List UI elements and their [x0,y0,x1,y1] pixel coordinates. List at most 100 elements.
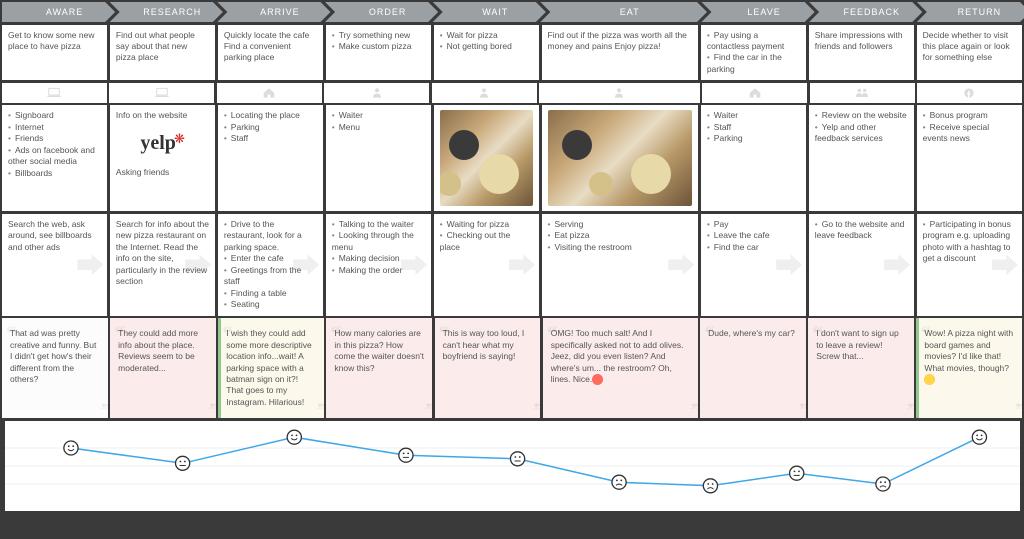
stage-order: ORDER [325,2,438,22]
list-item: Parking [224,122,317,133]
list-item: Billboards [8,168,101,179]
journey-map: AWARE RESEARCH ARRIVE ORDER WAIT EAT LEA… [0,0,1024,513]
quote-text: OMG! Too much salt! And I specifically a… [551,328,684,384]
goal-arrive: Quickly locate the cafe Find a convenien… [218,25,323,81]
act-leave: Pay Leave the cafe Find the car [701,214,806,316]
list-item: Staff [224,133,317,144]
icon-row [2,83,1022,103]
list-item: Looking through the menu [332,230,425,253]
list-item: Make custom pizza [332,41,425,52]
act-feedback: Go to the website and leave feedback [809,214,914,316]
stage-aware: AWARE [2,2,115,22]
list-item: Eat pizza [548,230,693,241]
list-item: Menu [332,122,425,133]
list-item: Leave the cafe [707,230,800,241]
goal-research: Find out what people say about that new … [110,25,215,81]
act-eat: Serving Eat pizza Visiting the restroom [542,214,699,316]
list-item: Finding a table [224,288,317,299]
stage-arrive: ARRIVE [217,2,330,22]
quote-eat: OMG! Too much salt! And I specifically a… [543,318,698,418]
quote-order: How many calories are in this pizza? How… [326,318,432,418]
list-item: Review on the website [815,110,908,121]
list-item: Enter the cafe [224,253,317,264]
stage-header-row: AWARE RESEARCH ARRIVE ORDER WAIT EAT LEA… [2,2,1022,22]
cool-emoji-icon [924,374,935,385]
list-item: Making the order [332,265,425,276]
home-icon [217,83,322,103]
list-item: Signboard [8,110,101,121]
person-icon [324,83,429,103]
act-research: Search for info about the new pizza rest… [110,214,215,316]
act-return: Participating in bonus program e.g. uplo… [917,214,1022,316]
tp-research: Info on the website yelp❋ Asking friends [110,105,215,211]
goal-aware: Get to know some new place to have pizza [2,25,107,81]
list-item: Checking out the place [440,230,533,253]
goal-wait: Wait for pizza Not getting bored [434,25,539,81]
list-item: Pay using a contactless payment [707,30,800,53]
quote-leave: Dude, where's my car? [700,318,806,418]
list-item: Seating [224,299,317,310]
quote-return: Wow! A pizza night with board games and … [916,318,1022,418]
list-item: Wait for pizza [440,30,533,41]
tp-eat [542,105,699,211]
list-item: Greetings from the staff [224,265,317,288]
act-wait: Waiting for pizza Checking out the place [434,214,539,316]
angry-emoji-icon [592,374,603,385]
tp-wait [434,105,539,211]
goal-order: Try something new Make custom pizza [326,25,431,81]
tp-aware: Signboard Internet Friends Ads on facebo… [2,105,107,211]
quote-aware: That ad was pretty creative and funny. B… [2,318,108,418]
list-item: Waiter [707,110,800,121]
goal-leave: Pay using a contactless payment Find the… [701,25,806,81]
pizza-photo [548,110,693,206]
list-item: Internet [8,122,101,133]
actions-row: Search the web, ask around, see billboar… [2,214,1022,316]
quotes-row: That ad was pretty creative and funny. B… [2,318,1022,418]
list-item: Yelp and other feedback services [815,122,908,145]
goal-feedback: Share impressions with friends and follo… [809,25,914,81]
list-item: Making decision [332,253,425,264]
list-item: Serving [548,219,693,230]
tp-feedback: Review on the website Yelp and other fee… [809,105,914,211]
list-item: Drive to the restaurant, look for a park… [224,219,317,253]
goals-row: Get to know some new place to have pizza… [2,25,1022,81]
act-aware: Search the web, ask around, see billboar… [2,214,107,316]
tp-research-top: Info on the website [116,110,209,121]
yelp-logo: yelp❋ [116,130,209,157]
list-item: Participating in bonus program e.g. uplo… [923,219,1016,265]
list-item: Ads on facebook and other social media [8,145,101,168]
list-item: Locating the place [224,110,317,121]
yelp-burst-icon: ❋ [174,130,185,148]
quote-feedback: I don't want to sign up to leave a revie… [808,318,914,418]
list-item: Find the car [707,242,800,253]
goal-eat: Find out if the pizza was worth all the … [542,25,699,81]
act-order: Talking to the waiter Looking through th… [326,214,431,316]
list-item: Talking to the waiter [332,219,425,230]
facebook-icon [917,83,1022,103]
list-item: Waiting for pizza [440,219,533,230]
yelp-text: yelp [140,130,176,157]
list-item: Staff [707,122,800,133]
stage-leave: LEAVE [701,2,814,22]
list-item: Visiting the restroom [548,242,693,253]
list-item: Receive special events news [923,122,1016,145]
waiter-photo [440,110,533,206]
quote-arrive: I wish they could add some more descript… [218,318,324,418]
tp-return: Bonus program Receive special events new… [917,105,1022,211]
list-item: Parking [707,133,800,144]
goal-return: Decide whether to visit this place again… [917,25,1022,81]
stage-research: RESEARCH [110,2,223,22]
tp-arrive: Locating the place Parking Staff [218,105,323,211]
stage-return: RETURN [917,2,1024,22]
list-item: Pay [707,219,800,230]
quote-research: They could add more info about the place… [110,318,216,418]
person-icon [432,83,537,103]
home-icon [702,83,807,103]
list-item: Friends [8,133,101,144]
touchpoints-row: Signboard Internet Friends Ads on facebo… [2,105,1022,211]
people-icon [810,83,915,103]
list-item: Find the car in the parking [707,52,800,75]
list-item: Go to the website and leave feedback [815,219,908,242]
quote-text: Wow! A pizza night with board games and … [924,328,1013,372]
laptop-icon [109,83,214,103]
